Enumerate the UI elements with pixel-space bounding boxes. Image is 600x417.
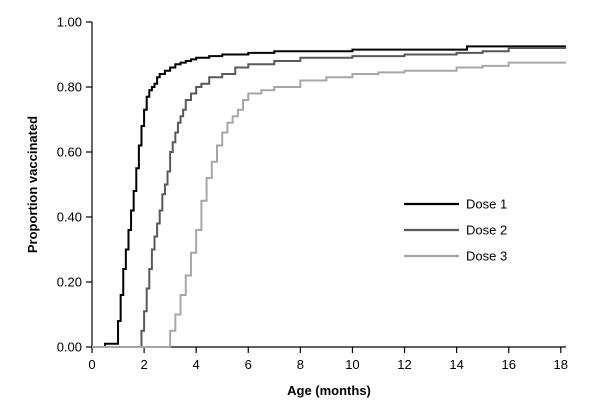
y-ticks: 0.00 0.20 0.40 0.60 0.80 1.00: [57, 15, 92, 355]
y-tick-label: 1.00: [57, 15, 82, 30]
series-line-dose-3: [92, 61, 566, 348]
x-ticks: 0 2 4 6 8 10 12 14 16 18: [88, 347, 568, 372]
series-layer: [92, 45, 566, 348]
x-tick-label: 14: [449, 357, 463, 372]
x-tick-label: 12: [397, 357, 411, 372]
x-tick-label: 0: [88, 357, 95, 372]
y-tick-label: 0.80: [57, 80, 82, 95]
legend-label: Dose 1: [466, 197, 507, 212]
x-tick-label: 4: [193, 357, 200, 372]
x-tick-label: 10: [345, 357, 359, 372]
y-tick-label: 0.40: [57, 210, 82, 225]
series-line-dose-2: [92, 47, 566, 348]
x-tick-label: 18: [554, 357, 568, 372]
x-tick-label: 8: [297, 357, 304, 372]
x-tick-label: 2: [140, 357, 147, 372]
y-tick-label: 0.00: [57, 340, 82, 355]
axes: [91, 22, 566, 348]
y-axis-title: Proportion vaccinated: [25, 116, 40, 253]
series-line-dose-1: [92, 45, 566, 348]
legend-label: Dose 3: [466, 249, 507, 264]
x-tick-label: 16: [501, 357, 515, 372]
y-tick-label: 0.60: [57, 145, 82, 160]
x-axis-title: Age (months): [287, 383, 371, 398]
y-tick-label: 0.20: [57, 275, 82, 290]
x-tick-label: 6: [245, 357, 252, 372]
legend: Dose 1 Dose 2 Dose 3: [404, 197, 507, 264]
legend-label: Dose 2: [466, 223, 507, 238]
